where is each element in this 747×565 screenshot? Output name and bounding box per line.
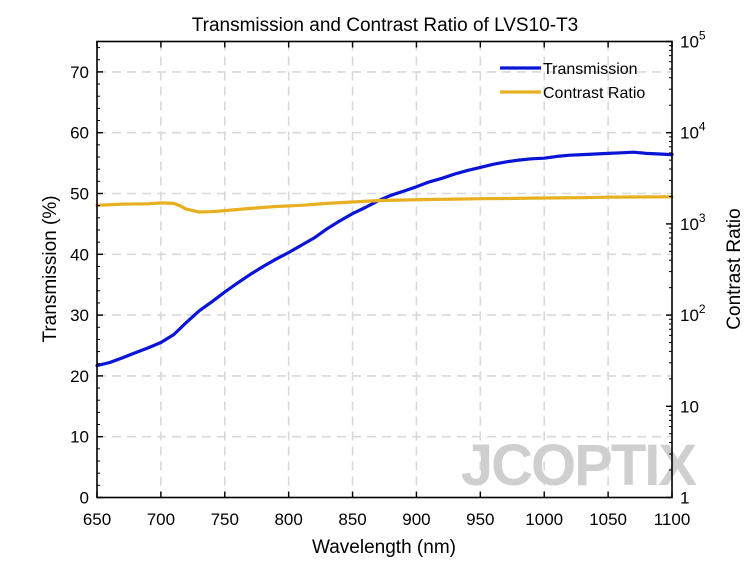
legend: Transmission Contrast Ratio xyxy=(500,61,645,102)
series-line-transmission xyxy=(95,150,674,368)
y-left-tick-label: 60 xyxy=(70,124,89,143)
x-tick-label: 950 xyxy=(466,510,494,529)
y-left-tick-label: 70 xyxy=(70,63,89,82)
watermark-logo: JCOPTIX xyxy=(461,433,697,498)
y-right-tick-label: 1 xyxy=(680,489,689,508)
x-tick-label: 1100 xyxy=(654,510,691,529)
y-left-tick-label: 50 xyxy=(70,185,89,204)
y-right-tick-label: 104 xyxy=(680,120,706,143)
x-axis-label: Wavelength (nm) xyxy=(312,537,456,558)
y-right-tick-label: 105 xyxy=(680,29,706,52)
series-line-contrast-ratio xyxy=(95,195,674,214)
x-tick-label: 750 xyxy=(211,510,239,529)
tick-label-layer: 650 700 750 800 850 900 950 1000 1050 11000102030… xyxy=(70,29,706,530)
x-tick-label: 650 xyxy=(83,510,111,529)
grid-layer xyxy=(97,41,672,498)
legend-label: Contrast Ratio xyxy=(543,85,645,102)
x-tick-label: 850 xyxy=(338,510,366,529)
y-left-tick-label: 30 xyxy=(70,306,89,325)
x-tick-label: 1050 xyxy=(589,510,627,529)
y-right-tick-label: 102 xyxy=(680,302,706,325)
x-tick-label: 900 xyxy=(402,510,430,529)
x-tick-label: 1000 xyxy=(525,510,563,529)
y-left-tick-label: 0 xyxy=(80,489,89,508)
watermark-layer: JCOPTIX xyxy=(461,433,699,498)
tick-layer xyxy=(96,40,673,499)
y-axis-right-label: Contrast Ratio xyxy=(724,208,745,329)
chart-title: Transmission and Contrast Ratio of LVS10… xyxy=(192,15,579,36)
y-right-tick-label: 10 xyxy=(680,397,699,416)
x-tick-label: 800 xyxy=(274,510,302,529)
y-axis-left-label: Transmission (%) xyxy=(40,195,61,342)
y-left-tick-label: 10 xyxy=(70,428,89,447)
x-tick-label: 700 xyxy=(147,510,175,529)
legend-label: Transmission xyxy=(543,61,638,78)
series-layer xyxy=(95,150,674,368)
y-left-tick-label: 20 xyxy=(70,367,89,386)
y-right-tick-label: 103 xyxy=(680,211,706,234)
plot-frame xyxy=(96,40,673,499)
y-left-tick-label: 40 xyxy=(70,245,89,264)
